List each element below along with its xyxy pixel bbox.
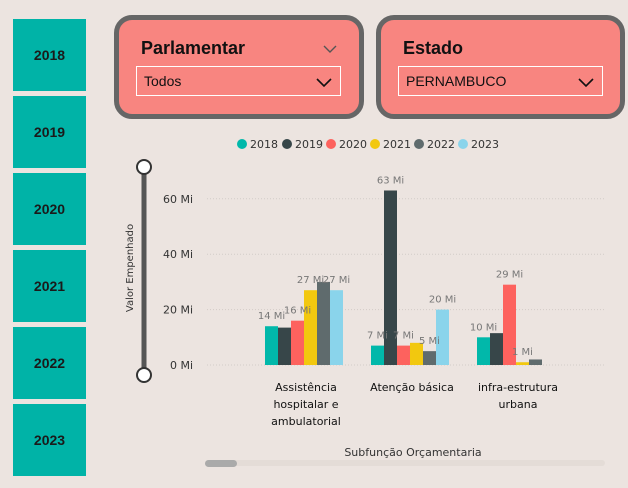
legend-marker-2023 <box>458 139 468 149</box>
data-label: 5 Mi <box>419 336 440 347</box>
bar-2020-2[interactable] <box>503 284 516 365</box>
data-labels: 14 Mi 7 Mi 10 Mi 63 Mi 16 Mi 7 Mi 29 Mi 27 Mi 1 … <box>258 175 533 358</box>
x-tick-label: infra-estrutura urbana <box>478 381 558 411</box>
legend-marker-2019 <box>282 139 292 149</box>
legend-marker-2022 <box>414 139 424 149</box>
legend-marker-2018 <box>237 139 247 149</box>
legend-marker-2021 <box>370 139 380 149</box>
legend-marker-2020 <box>326 139 336 149</box>
parlamentar-slicer: Parlamentar Todos <box>114 15 364 119</box>
x-tick-label: Atenção básica <box>370 381 454 394</box>
bar-2020-0[interactable] <box>291 320 304 365</box>
year-button-2021[interactable]: 2021 <box>13 250 86 322</box>
estado-dropdown[interactable]: PERNAMBUCO <box>398 66 603 96</box>
bar-2018-1[interactable] <box>371 345 384 365</box>
parlamentar-dropdown[interactable]: Todos <box>136 66 341 96</box>
data-label: 10 Mi <box>470 322 497 333</box>
chevron-down-icon <box>578 75 594 91</box>
x-axis-ticks: Assistência hospitalar e ambulatorial Atenç… <box>271 381 558 428</box>
chevron-down-icon <box>316 75 332 91</box>
data-label: 7 Mi <box>367 331 388 342</box>
y-tick-label: 20 Mi <box>163 304 193 317</box>
bar-2018-0[interactable] <box>265 326 278 365</box>
legend-label-2018: 2018 <box>250 138 278 151</box>
y-range-slider-top-handle[interactable] <box>136 159 152 175</box>
legend-label-2023: 2023 <box>471 138 499 151</box>
data-label: 27 Mi <box>297 275 324 286</box>
bar-2022-2[interactable] <box>529 359 542 365</box>
year-button-2018[interactable]: 2018 <box>13 19 86 91</box>
bar-2022-0[interactable] <box>317 281 330 365</box>
legend-label-2020: 2020 <box>339 138 367 151</box>
bar-2023-1[interactable] <box>436 309 449 365</box>
data-label: 20 Mi <box>429 295 456 306</box>
data-label: 29 Mi <box>496 270 523 281</box>
data-label: 14 Mi <box>258 311 285 322</box>
chart-legend: 2018 2019 2020 2021 2022 2023 <box>237 138 499 151</box>
parlamentar-selected-value: Todos <box>144 73 182 89</box>
y-range-slider-bottom-handle[interactable] <box>136 367 152 383</box>
data-label: 27 Mi <box>323 275 350 286</box>
chart-bars <box>265 190 542 365</box>
y-tick-label: 0 Mi <box>170 359 193 372</box>
data-label: 16 Mi <box>284 306 311 317</box>
y-tick-label: 40 Mi <box>163 248 193 261</box>
chart-gridlines <box>207 198 605 366</box>
y-axis-ticks: 0 Mi 20 Mi 40 Mi 60 Mi <box>163 193 193 372</box>
legend-label-2019: 2019 <box>295 138 323 151</box>
bar-2022-1[interactable] <box>423 351 436 365</box>
data-label: 1 Mi <box>512 347 533 358</box>
year-button-2019[interactable]: 2019 <box>13 96 86 168</box>
estado-selected-value: PERNAMBUCO <box>406 73 507 89</box>
y-tick-label: 60 Mi <box>163 193 193 206</box>
legend-label-2022: 2022 <box>427 138 455 151</box>
bar-2019-0[interactable] <box>278 327 291 365</box>
data-label: 7 Mi <box>393 331 414 342</box>
y-range-slider[interactable] <box>136 159 152 383</box>
bar-2021-2[interactable] <box>516 362 529 365</box>
x-tick-label: Assistência hospitalar e ambulatorial <box>271 381 341 428</box>
y-axis-title: Valor Empenhado <box>125 224 136 312</box>
bar-2023-0[interactable] <box>330 290 343 365</box>
year-button-2023[interactable]: 2023 <box>13 404 86 476</box>
x-axis-title: Subfunção Orçamentaria <box>344 446 481 459</box>
horizontal-scrollbar[interactable] <box>205 460 605 467</box>
chevron-down-icon[interactable] <box>323 39 337 58</box>
estado-slicer-title: Estado <box>403 38 464 58</box>
bar-2019-1[interactable] <box>384 190 397 365</box>
scrollbar-track <box>205 460 605 466</box>
legend-label-2021: 2021 <box>383 138 411 151</box>
scrollbar-thumb[interactable] <box>205 460 237 467</box>
parlamentar-slicer-title: Parlamentar <box>141 38 246 58</box>
bar-2021-1[interactable] <box>410 342 423 365</box>
bar-2018-2[interactable] <box>477 337 490 365</box>
year-button-2022[interactable]: 2022 <box>13 327 86 399</box>
data-label: 63 Mi <box>377 175 404 186</box>
year-button-2020[interactable]: 2020 <box>13 173 86 245</box>
bar-2021-0[interactable] <box>304 290 317 365</box>
estado-slicer: Estado PERNAMBUCO <box>376 15 625 119</box>
bar-2020-1[interactable] <box>397 345 410 365</box>
bar-2019-2[interactable] <box>490 333 503 365</box>
